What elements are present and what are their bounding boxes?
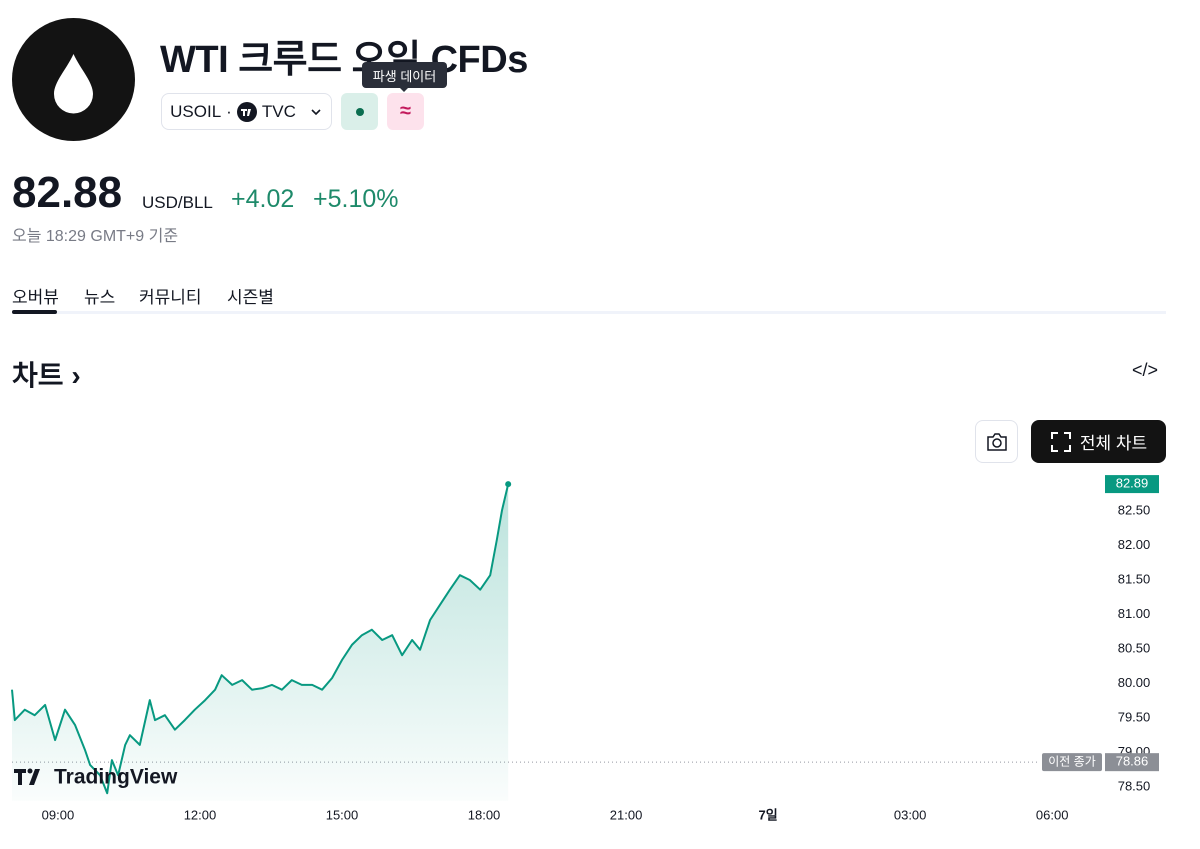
x-tick-label: 12:00 xyxy=(184,807,217,822)
line xyxy=(11,483,510,795)
previous-close-value: 78.86 xyxy=(1116,754,1149,769)
y-tick-label: 80.50 xyxy=(1118,640,1151,655)
logo xyxy=(12,18,135,141)
tab[interactable]: 오버뷰 xyxy=(12,288,59,307)
embed-button[interactable]: </> xyxy=(1132,360,1159,380)
camera-icon xyxy=(986,432,1007,451)
title: WTI 크루드 오일 CFDs xyxy=(160,39,528,81)
previous-close-value-tag xyxy=(1105,753,1159,772)
status-dot xyxy=(355,107,364,116)
chevron-down xyxy=(311,108,321,115)
section-title[interactable]: 차트 › xyxy=(12,354,81,394)
y-tick-label: 82.00 xyxy=(1118,537,1151,552)
x-tick-label: 03:00 xyxy=(894,807,927,822)
tradingview-icon-dot xyxy=(27,768,33,774)
symbol-pill[interactable]: USOIL · TVC xyxy=(161,93,332,130)
change: +4.02 xyxy=(231,185,295,213)
tradingview-logo: TradingView xyxy=(54,766,178,789)
fullscreen-icon xyxy=(1050,431,1071,452)
separator: · xyxy=(226,101,232,121)
y-tick-label: 79.50 xyxy=(1118,709,1151,724)
x-tick-label: 15:00 xyxy=(326,807,359,822)
tab-underline xyxy=(12,310,57,314)
exchange: TVC xyxy=(261,101,296,121)
last-price-label: 82.89 xyxy=(1116,476,1149,491)
price-unit: USD/BLL xyxy=(142,193,213,212)
x-tick-label: 21:00 xyxy=(610,807,643,822)
x-tick-label: 7일 xyxy=(759,807,778,822)
section-chevron: › xyxy=(71,360,81,391)
snapshot-button[interactable] xyxy=(975,420,1018,463)
price: 82.88 xyxy=(12,168,123,217)
tab[interactable]: 커뮤니티 xyxy=(139,288,202,307)
previous-close-tag-label: 이전 종가 xyxy=(1048,754,1096,768)
y-tick-label: 82.50 xyxy=(1118,502,1151,517)
tooltip: 파생 데이터 xyxy=(362,62,447,88)
symbol: USOIL xyxy=(170,101,222,121)
full-chart-button[interactable]: 전체 차트 xyxy=(1031,420,1166,463)
x-tick-label: 09:00 xyxy=(42,807,75,822)
section-title-text: 차트 xyxy=(12,360,64,391)
last-point xyxy=(505,481,512,488)
y-tick-label: 78.50 xyxy=(1118,778,1151,793)
area xyxy=(12,484,509,801)
drop-icon xyxy=(54,54,93,114)
tab[interactable]: 뉴스 xyxy=(84,288,116,307)
change-percent: +5.10% xyxy=(313,185,399,213)
tooltip-arrow xyxy=(398,86,410,92)
tab[interactable]: 시즌별 xyxy=(227,288,274,307)
previous-close-tag xyxy=(1042,753,1102,772)
exchange-icon xyxy=(236,101,257,122)
tab-rule xyxy=(12,311,1166,314)
market-status-button[interactable] xyxy=(341,93,378,130)
tradingview-icon xyxy=(14,769,40,785)
y-tick-label: 80.00 xyxy=(1118,675,1151,690)
y-tick-label: 81.50 xyxy=(1118,571,1151,586)
y-tick-label: 81.00 xyxy=(1118,606,1151,621)
derivative-button[interactable]: ≈ xyxy=(387,93,424,130)
last-price-tag xyxy=(1105,475,1159,494)
full-chart-label: 전체 차트 xyxy=(1079,434,1148,453)
x-tick-label: 18:00 xyxy=(468,807,501,822)
x-tick-label: 06:00 xyxy=(1036,807,1069,822)
timestamp: 오늘 18:29 GMT+9 기준 xyxy=(12,228,179,245)
